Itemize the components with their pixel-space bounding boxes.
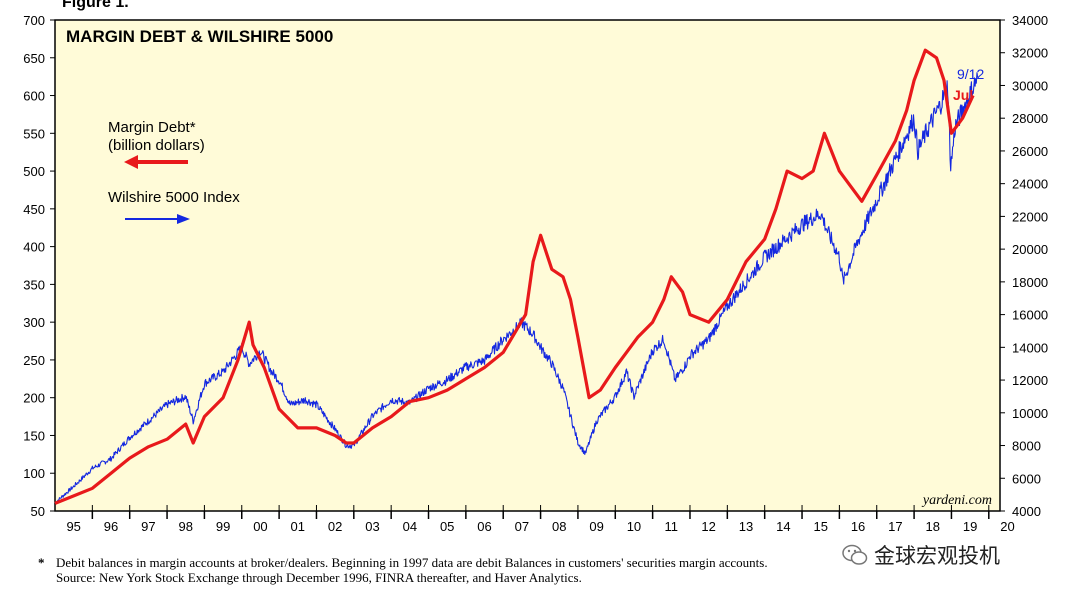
y-left-tick-label: 550: [23, 126, 45, 141]
x-tick-label: 09: [589, 519, 603, 534]
y-right-tick-label: 22000: [1012, 209, 1048, 224]
margin-debt-line: [54, 48, 975, 505]
legend-margin-label: Margin Debt*: [108, 119, 196, 136]
series: [54, 48, 979, 505]
y-left-tick-label: 50: [31, 504, 45, 519]
y-left-tick-label: 450: [23, 202, 45, 217]
x-tick-label: 02: [328, 519, 342, 534]
source-brand: yardeni.com: [921, 493, 992, 508]
legend-margin-unit: (billion dollars): [108, 137, 205, 154]
y-left-tick-label: 300: [23, 315, 45, 330]
x-tick-label: 98: [178, 519, 192, 534]
legend-wilshire-arrow: [125, 214, 190, 224]
chart-title: MARGIN DEBT & WILSHIRE 5000: [66, 27, 333, 46]
x-tick-label: 19: [963, 519, 977, 534]
x-tick-label: 95: [66, 519, 80, 534]
y-left-tick-label: 200: [23, 391, 45, 406]
x-tick-label: 13: [739, 519, 753, 534]
wechat-icon: [842, 544, 868, 565]
y-right-tick-label: 10000: [1012, 406, 1048, 421]
y-right-tick-label: 18000: [1012, 275, 1048, 290]
end-label-margin: Jul: [953, 87, 973, 103]
footnote-line-1: Debit balances in margin accounts at bro…: [56, 555, 768, 570]
y-right-tick-label: 4000: [1012, 504, 1041, 519]
y-right-tick-label: 26000: [1012, 144, 1048, 159]
x-tick-label: 05: [440, 519, 454, 534]
x-tick-label: 11: [665, 519, 679, 534]
y-right-tick-label: 32000: [1012, 46, 1048, 61]
x-tick-label: 08: [552, 519, 566, 534]
legend: Margin Debt* (billion dollars) Wilshire …: [108, 119, 240, 224]
plot-background: [54, 19, 1001, 512]
x-tick-label: 18: [926, 519, 940, 534]
x-tick-label: 01: [291, 519, 305, 534]
x-tick-label: 14: [776, 519, 790, 534]
y-left-tick-label: 500: [23, 164, 45, 179]
x-tick-label: 03: [365, 519, 379, 534]
x-tick-label: 15: [813, 519, 827, 534]
y-left-tick-label: 700: [23, 13, 45, 28]
y-right-tick-label: 30000: [1012, 78, 1048, 93]
y-right-tick-label: 24000: [1012, 177, 1048, 192]
y-left-tick-label: 650: [23, 51, 45, 66]
y-right-tick-label: 6000: [1012, 471, 1041, 486]
x-tick-label: 99: [216, 519, 230, 534]
y-right-tick-label: 16000: [1012, 308, 1048, 323]
y-left-tick-label: 150: [23, 428, 45, 443]
y-left-tick-label: 400: [23, 240, 45, 255]
y-left-tick-label: 100: [23, 466, 45, 481]
y-left-tick-label: 250: [23, 353, 45, 368]
x-tick-label: 07: [515, 519, 529, 534]
x-tick-label: 16: [851, 519, 865, 534]
end-label-wilshire: 9/12: [957, 66, 984, 82]
x-tick-label: 00: [253, 519, 267, 534]
legend-wilshire-label: Wilshire 5000 Index: [108, 189, 240, 206]
y-right-tick-label: 34000: [1012, 13, 1048, 28]
y-right-tick-label: 8000: [1012, 439, 1041, 454]
footnote: * Debit balances in margin accounts at b…: [38, 555, 768, 585]
axes: 5010015020025030035040045050055060065070…: [23, 13, 1048, 534]
x-tick-label: 97: [141, 519, 155, 534]
x-tick-label: 04: [403, 519, 417, 534]
x-tick-label: 96: [104, 519, 118, 534]
y-left-tick-label: 600: [23, 89, 45, 104]
footnote-asterisk: *: [38, 555, 45, 570]
watermark-text: 金球宏观投机: [874, 545, 1000, 568]
footnote-line-2: Source: New York Stock Exchange through …: [56, 570, 582, 585]
y-right-tick-label: 28000: [1012, 111, 1048, 126]
y-right-tick-label: 14000: [1012, 340, 1048, 355]
figure-label: Figure 1.: [62, 0, 129, 11]
x-tick-label: 10: [627, 519, 641, 534]
x-tick-label: 06: [477, 519, 491, 534]
wilshire-5000-line: [54, 72, 979, 504]
x-tick-label: 20: [1000, 519, 1014, 534]
y-right-tick-label: 12000: [1012, 373, 1048, 388]
x-tick-label: 17: [888, 519, 902, 534]
watermark: 金球宏观投机: [842, 540, 1000, 570]
x-tick-label: 12: [701, 519, 715, 534]
y-left-tick-label: 350: [23, 277, 45, 292]
legend-margin-arrow: [124, 155, 188, 169]
y-right-tick-label: 20000: [1012, 242, 1048, 257]
